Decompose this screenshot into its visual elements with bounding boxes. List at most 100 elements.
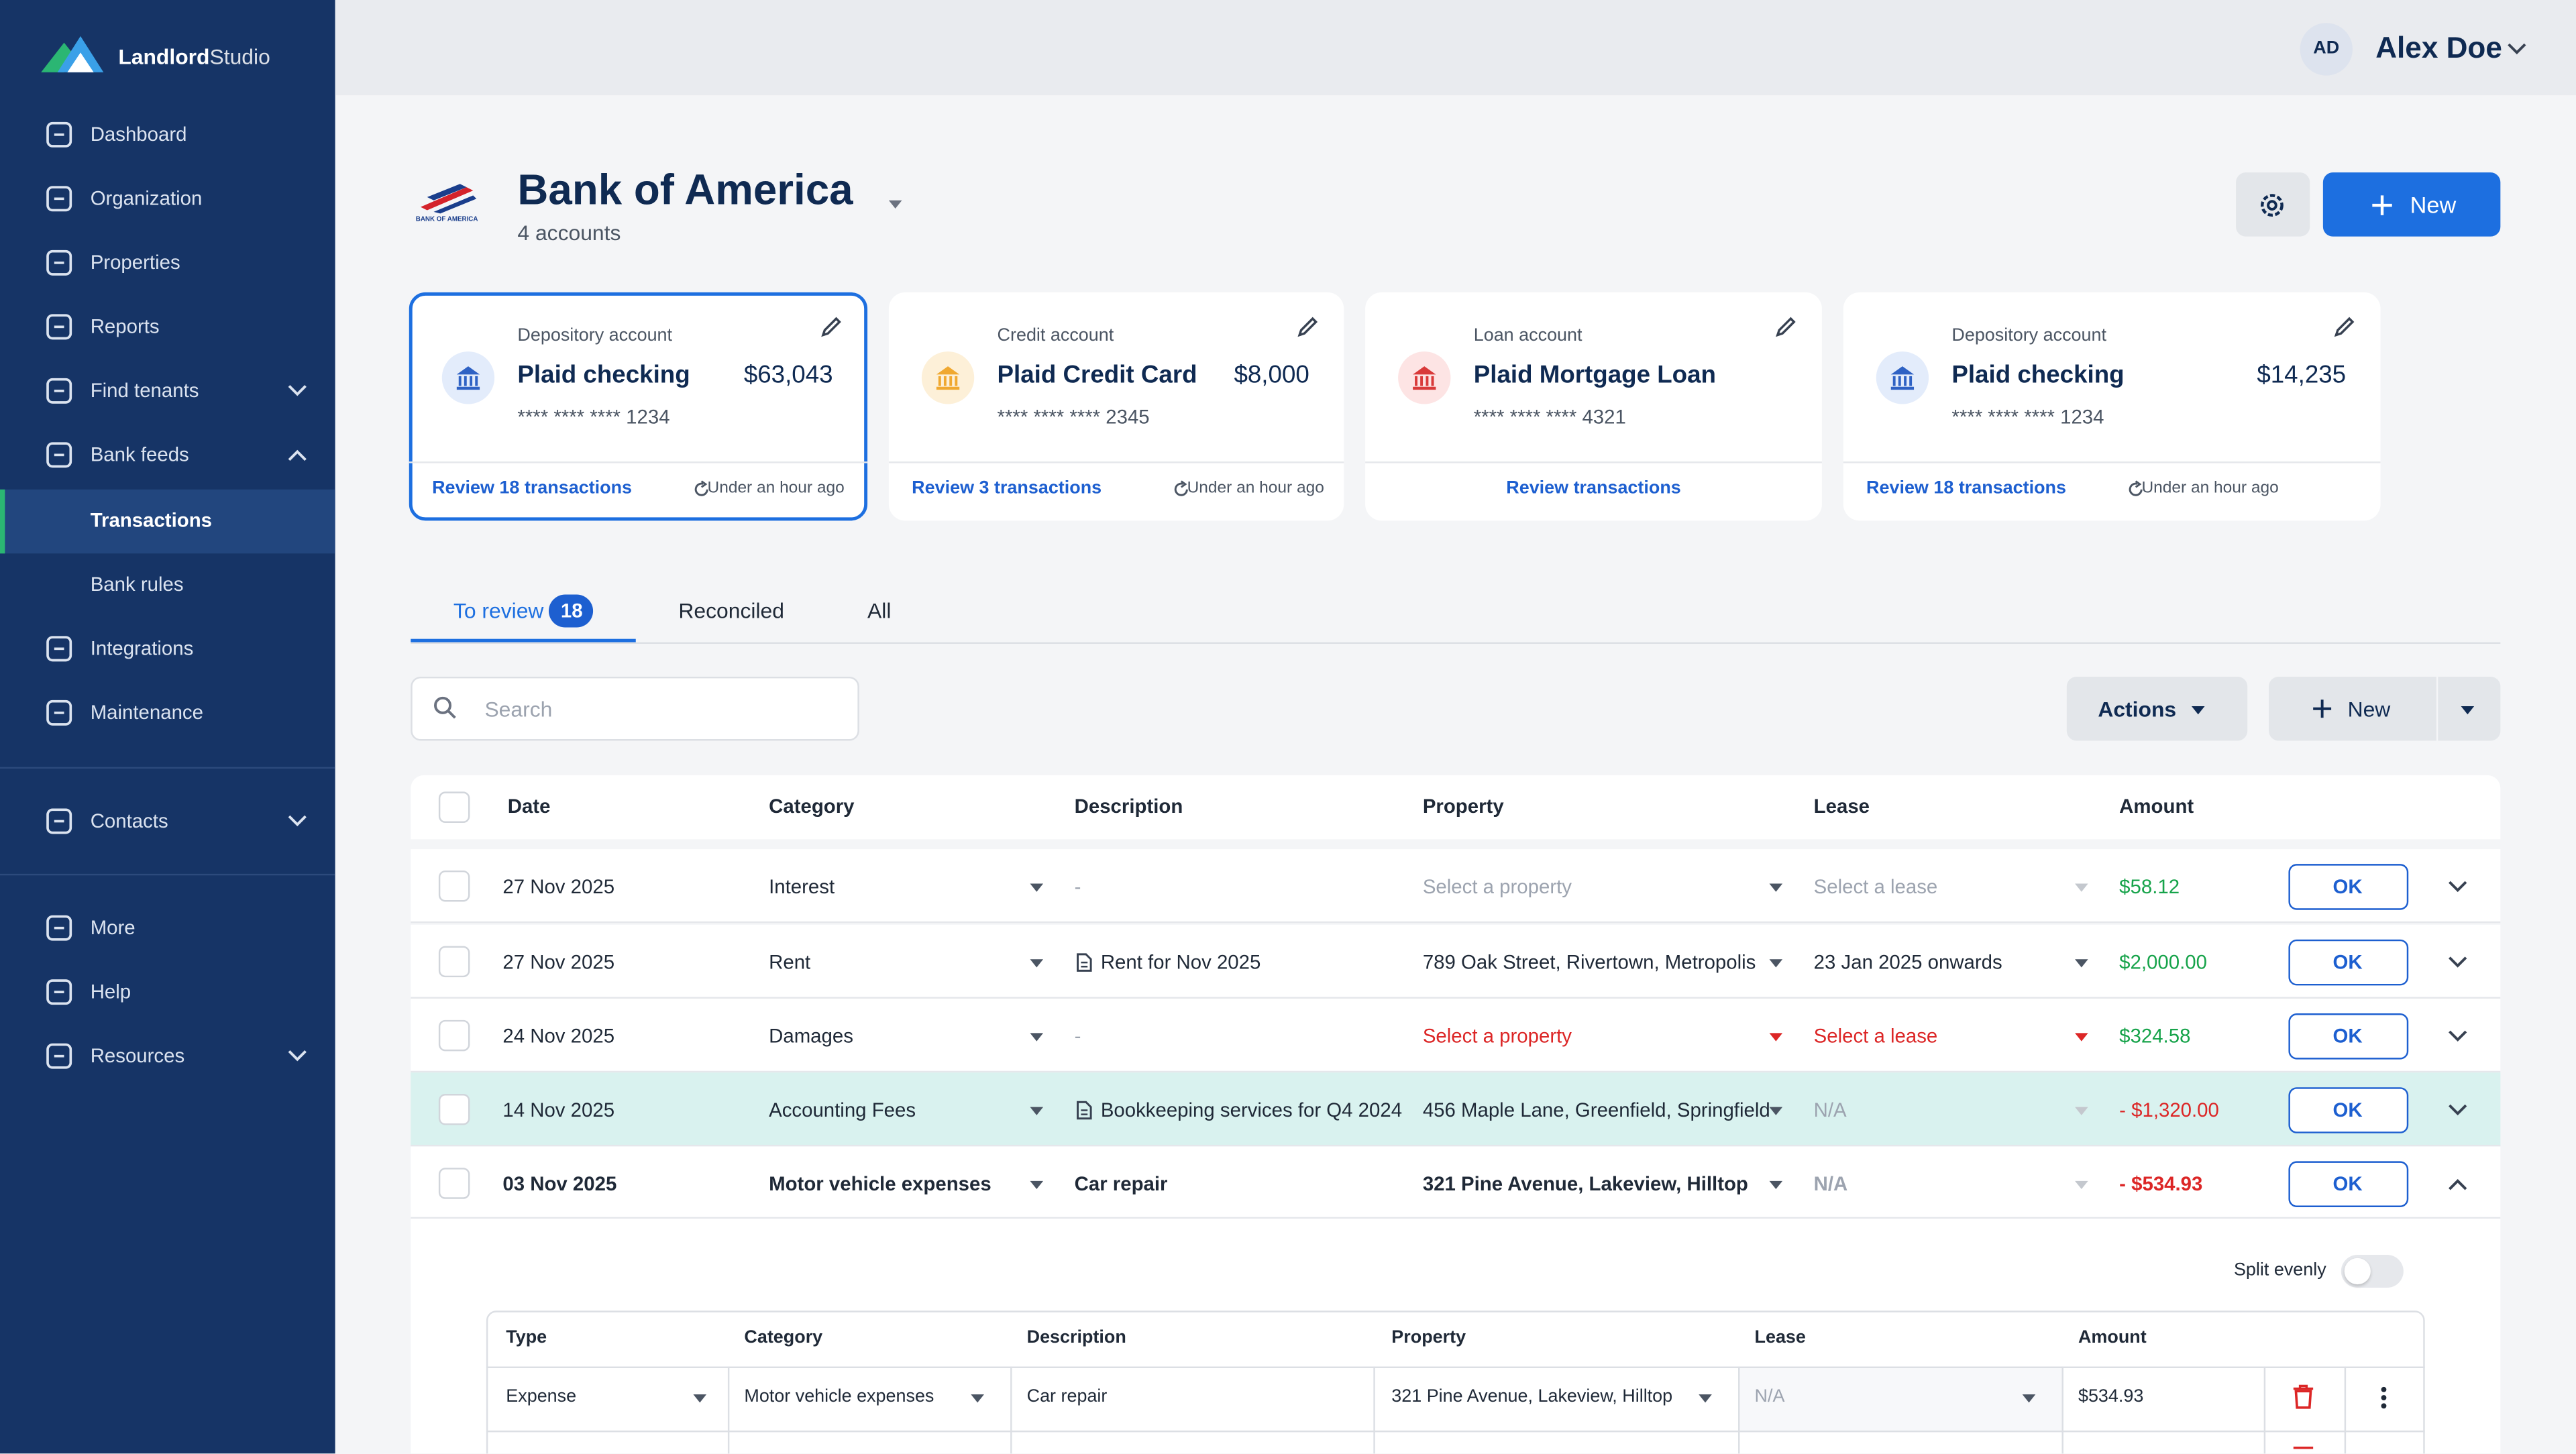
caret [2075, 1180, 2088, 1188]
nav-item[interactable]: Transactions [90, 508, 212, 532]
tab-underline [411, 638, 636, 642]
nav-item[interactable]: Help [90, 980, 131, 1003]
property-cell[interactable]: 456 Maple Lane, Greenfield, Springfield [1422, 1097, 1770, 1121]
new-button-text[interactable]: New [2410, 191, 2457, 218]
review-link[interactable]: Review 18 transactions [432, 478, 633, 499]
account-card[interactable] [1843, 292, 2381, 521]
nav-active[interactable] [0, 489, 335, 554]
icon-part [2313, 700, 2332, 718]
icon-part [2129, 482, 2143, 496]
nav-item[interactable]: More [90, 916, 136, 940]
nav-icon [46, 636, 72, 662]
split-amount[interactable]: $534.93 [2078, 1386, 2144, 1407]
checkbox[interactable] [438, 791, 470, 823]
icon-part [2294, 1390, 2312, 1409]
icon-part [420, 187, 474, 211]
chevron [2449, 1029, 2467, 1041]
category-cell[interactable]: Motor vehicle expenses [769, 1171, 991, 1195]
actions-button[interactable] [2066, 676, 2248, 741]
split-property[interactable]: 321 Pine Avenue, Lakeview, Hilltop [1391, 1386, 1673, 1407]
edit-icon [2334, 317, 2355, 337]
split-col-divider [2344, 1366, 2347, 1454]
avatar[interactable] [2300, 23, 2353, 76]
table-row[interactable] [411, 1072, 2501, 1147]
ok-button-text[interactable]: OK [2332, 1097, 2363, 1121]
ok-button[interactable] [2288, 1012, 2409, 1059]
lease-cell[interactable]: Select a lease [1813, 874, 1938, 897]
checkbox[interactable] [438, 946, 470, 978]
nav-item[interactable]: Maintenance [90, 701, 203, 724]
search-box[interactable] [411, 676, 859, 741]
settings-button[interactable] [2236, 172, 2310, 237]
ok-button-text[interactable]: OK [2332, 950, 2363, 973]
split-category[interactable]: Motor vehicle expenses [744, 1386, 934, 1407]
account-card[interactable] [888, 292, 1344, 521]
review-link[interactable]: Review 3 transactions [912, 478, 1102, 499]
column-header: Amount [2119, 794, 2194, 818]
checkbox[interactable] [438, 1094, 470, 1125]
category-cell[interactable]: Damages [769, 1023, 853, 1047]
lease-cell[interactable]: 23 Jan 2025 onwards [1813, 950, 2002, 973]
table-row[interactable] [411, 1146, 2501, 1219]
ok-button[interactable] [2288, 1086, 2409, 1133]
split-description[interactable]: Car repair [1026, 1386, 1108, 1407]
nav-item[interactable]: Contacts [90, 809, 168, 833]
nav-item[interactable]: Find tenants [90, 379, 199, 402]
nav-item[interactable]: Organization [90, 186, 203, 210]
split-column-header: Category [744, 1327, 823, 1348]
split-panel [411, 1219, 2501, 1454]
table-row[interactable] [411, 998, 2501, 1073]
nav-item[interactable]: Resources [90, 1044, 185, 1068]
account-card[interactable] [1365, 292, 1822, 521]
property-cell[interactable]: 789 Oak Street, Rivertown, Metropolis [1422, 950, 1756, 973]
caret [1769, 883, 1783, 891]
category-cell[interactable]: Accounting Fees [769, 1097, 916, 1121]
nav-item[interactable]: Bank feeds [90, 443, 189, 467]
checkbox[interactable] [438, 1168, 470, 1199]
card-divider [888, 461, 1344, 463]
icon-part [447, 710, 456, 719]
table-row[interactable] [411, 924, 2501, 999]
bank-icon [1413, 366, 1436, 390]
review-link[interactable]: Review 18 transactions [1866, 478, 2067, 499]
category-cell[interactable]: Rent [769, 950, 811, 973]
lease-cell[interactable]: Select a lease [1813, 1023, 1938, 1047]
lease-cell[interactable]: N/A [1813, 1171, 1848, 1195]
amount-cell: $324.58 [2119, 1023, 2191, 1047]
lease-disabled [1739, 1368, 2062, 1431]
ok-button[interactable] [2288, 1160, 2409, 1207]
split-column-header: Amount [2078, 1327, 2147, 1348]
property-cell[interactable]: Select a property [1422, 874, 1572, 897]
checkbox[interactable] [438, 1019, 470, 1052]
nav-item[interactable]: Integrations [90, 636, 194, 661]
nav-item[interactable]: Reports [90, 315, 160, 339]
split-type[interactable]: Expense [506, 1386, 577, 1407]
user-name[interactable]: Alex Doe [2375, 32, 2502, 65]
nav-item[interactable]: Bank rules [90, 573, 184, 596]
category-cell[interactable]: Interest [769, 874, 835, 897]
nav-item[interactable]: Dashboard [90, 123, 187, 146]
ok-button[interactable] [2288, 862, 2409, 909]
tab[interactable]: Reconciled [678, 598, 784, 623]
tab[interactable]: To review [453, 598, 544, 623]
ok-button-text[interactable]: OK [2332, 1171, 2363, 1195]
new-button[interactable] [2322, 172, 2501, 237]
caret [1769, 1032, 1783, 1041]
split-divider [2436, 676, 2438, 741]
ok-button[interactable] [2288, 938, 2409, 985]
nav-divider [0, 873, 335, 876]
ok-button-text[interactable]: OK [2332, 874, 2363, 897]
ok-button-text[interactable]: OK [2332, 1023, 2363, 1047]
property-cell[interactable]: 321 Pine Avenue, Lakeview, Hilltop [1422, 1171, 1748, 1195]
review-link[interactable]: Review transactions [1506, 478, 1681, 499]
table-header [411, 775, 2501, 840]
nav-item[interactable]: Properties [90, 251, 180, 274]
tab[interactable]: All [867, 598, 892, 623]
lease-cell[interactable]: N/A [1813, 1097, 1847, 1121]
chevron [2449, 1178, 2467, 1190]
account-card[interactable] [409, 292, 868, 521]
table-row[interactable] [411, 849, 2501, 924]
checkbox[interactable] [438, 870, 470, 902]
property-cell[interactable]: Select a property [1422, 1023, 1572, 1047]
caret [1030, 958, 1044, 967]
